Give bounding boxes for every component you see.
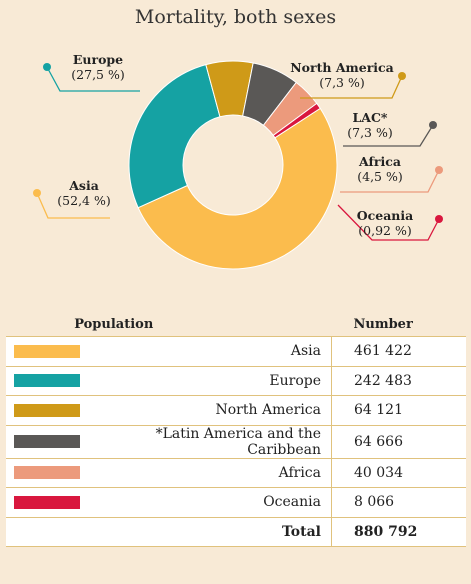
slice-label-africa: Africa <box>358 154 401 169</box>
swatch-cell <box>6 425 94 459</box>
slice-europe <box>128 63 221 209</box>
table-row: Oceania 8 066 <box>6 487 466 518</box>
leader-line-oceania <box>337 204 440 241</box>
color-swatch <box>14 495 80 509</box>
population-cell: Asia <box>94 336 332 367</box>
color-swatch <box>14 435 80 448</box>
number-cell: 461 422 <box>331 336 466 367</box>
slice-percent-lac: (7,3 %) <box>347 125 392 140</box>
population-cell: Oceania <box>94 487 332 518</box>
slice-label-europe: Europe <box>73 52 123 67</box>
leader-dot-africa <box>435 166 443 174</box>
population-header: Population <box>74 316 154 332</box>
population-cell: *Latin America and the Caribbean <box>94 425 332 459</box>
number-cell: 8 066 <box>331 487 466 518</box>
leader-dot-oceania <box>435 215 443 223</box>
swatch-cell <box>6 395 94 426</box>
donut-slices <box>128 60 338 270</box>
slice-asia <box>137 107 338 270</box>
slice-percent-europe: (27,5 %) <box>71 67 124 82</box>
swatch-cell <box>6 336 94 367</box>
slice-percent-africa: (4,5 %) <box>357 169 402 184</box>
leader-line-lac <box>343 124 434 147</box>
leader-dot-asia <box>33 189 41 197</box>
number-cell: 40 034 <box>331 458 466 488</box>
table-row: Asia 461 422 <box>6 336 466 367</box>
total-empty-cell <box>6 517 94 547</box>
leader-dot-europe <box>43 63 51 71</box>
leader-line-north-america <box>300 75 403 99</box>
number-cell: 64 121 <box>331 395 466 426</box>
number-cell: 64 666 <box>331 425 466 459</box>
slice-label-asia: Asia <box>68 178 99 193</box>
table-row: North America 64 121 <box>6 395 466 426</box>
color-swatch <box>14 403 80 417</box>
slice-percent-asia: (52,4 %) <box>57 193 110 208</box>
slice-label-lac: LAC* <box>353 110 388 125</box>
slice-percent-north-america: (7,3 %) <box>319 75 364 90</box>
mortality-table: Population Number Asia 461 422 Europe 242 4… <box>6 312 466 547</box>
leader-line-asia <box>36 192 110 219</box>
slice-oceania <box>272 102 321 139</box>
leader-dot-north-america <box>398 72 406 80</box>
table-header-row: Population Number <box>6 312 466 337</box>
leader-line-europe <box>46 66 140 92</box>
table-row: Africa 40 034 <box>6 458 466 488</box>
slice-percent-oceania: (0,92 %) <box>358 223 411 238</box>
leader-lines <box>33 63 443 241</box>
color-swatch <box>14 374 80 388</box>
color-swatch <box>14 466 80 480</box>
color-swatch <box>14 344 80 358</box>
total-row: Total 880 792 <box>6 517 466 547</box>
total-label: Total <box>94 517 332 547</box>
number-header: Number <box>353 316 413 332</box>
population-cell: Africa <box>94 458 332 488</box>
total-value: 880 792 <box>331 517 466 547</box>
table-row: *Latin America and the Caribbean 64 666 <box>6 425 466 459</box>
chart-title: Mortality, both sexes <box>134 6 337 28</box>
swatch-cell <box>6 458 94 488</box>
slice-label-oceania: Oceania <box>357 208 414 223</box>
number-cell: 242 483 <box>331 366 466 396</box>
swatch-cell <box>6 487 94 518</box>
slice-label-north-america: North America <box>290 60 394 75</box>
donut-chart: Asia(52,4 %)Europe(27,5 %) North America(… <box>33 52 443 270</box>
table-body: Asia 461 422 Europe 242 483 North America 64 … <box>6 336 466 547</box>
leader-line-africa <box>340 169 440 193</box>
slice-labels: Asia(52,4 %)Europe(27,5 %) North America(… <box>57 52 413 238</box>
table-row: Europe 242 483 <box>6 366 466 396</box>
population-cell: North America <box>94 395 332 426</box>
swatch-cell <box>6 366 94 396</box>
population-cell: Europe <box>94 366 332 396</box>
leader-dot-lac <box>429 121 437 129</box>
